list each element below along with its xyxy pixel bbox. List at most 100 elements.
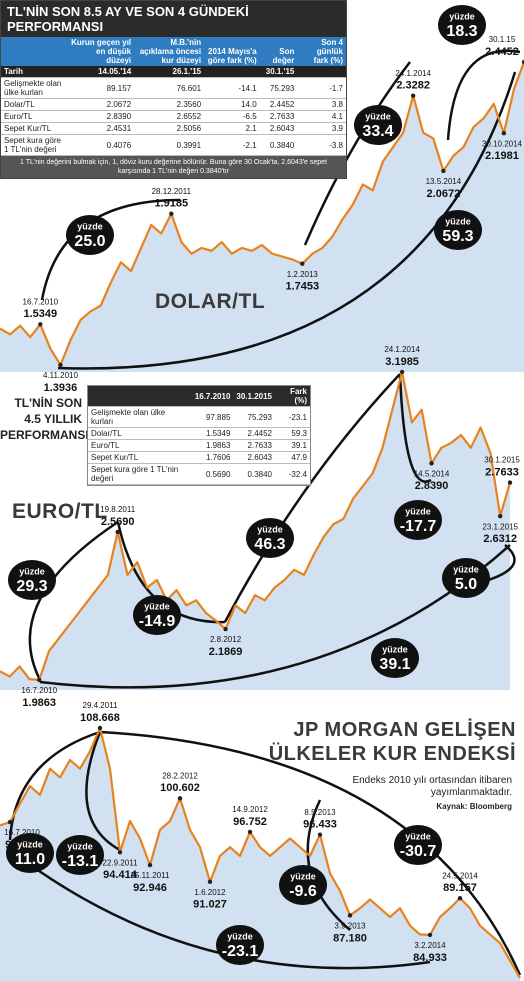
table-body: 16.7.2010 30.1.2015 Fark (%) Gelişmekte ola… <box>88 386 310 485</box>
cell: 16.7.2010 <box>191 386 234 407</box>
point <box>507 480 513 485</box>
date-label: 24.1.2014 <box>395 69 431 78</box>
point <box>169 211 174 216</box>
change-bubble <box>8 560 56 600</box>
cell: 2.6043 <box>233 451 275 464</box>
cell: 0.3991 <box>134 134 205 156</box>
table2-title: TL'NİN SON 4.5 YILLIK PERFORMANSI <box>0 396 89 442</box>
table-body: Kurun geçen yıl en düşük düzeyi M.B.'nin … <box>1 37 346 156</box>
cell: 2.1 <box>204 122 260 135</box>
change-word: yüzde <box>19 566 45 576</box>
line <box>0 370 512 682</box>
arc <box>57 71 517 370</box>
value-label: 94.414 <box>103 869 138 881</box>
cell: 1.9863 <box>191 439 234 452</box>
cell: 2.5056 <box>134 122 205 135</box>
change-word: yüzde <box>257 524 283 534</box>
date-label: 23.1.2015 <box>482 522 518 531</box>
cell: 26.1.'15 <box>134 66 205 78</box>
arc <box>446 49 521 141</box>
date-label: 13.5.2014 <box>426 177 462 186</box>
cell: Dolar/TL <box>1 98 69 111</box>
point <box>7 819 13 825</box>
cell: 2.7633 <box>233 439 275 452</box>
cell: -32.4 <box>275 463 310 485</box>
cell: 2.4531 <box>68 122 135 135</box>
change-value: 25.0 <box>74 233 105 250</box>
change-value: 5.0 <box>455 576 477 593</box>
change-value: -17.7 <box>400 518 437 535</box>
cell: Euro/TL <box>1 110 69 123</box>
row: Dolar/TL 1.5349 2.4452 59.3 <box>88 427 310 440</box>
date-label: 29.4.2011 <box>83 701 119 710</box>
cell: Gelişmekte olan ülke kurları <box>88 406 192 428</box>
value-label: 91.027 <box>193 899 227 911</box>
change-word: yüzde <box>405 831 431 841</box>
cell: Sepet Kur/TL <box>88 451 192 464</box>
chart-title: DOLAR/TL <box>155 290 266 313</box>
change-value: 29.3 <box>16 578 47 595</box>
cell: Gelişmekte olan ülke kurları <box>1 77 69 99</box>
cell: 1.5349 <box>191 427 234 440</box>
date-label: 16.7.2010 <box>4 828 40 837</box>
change-bubble <box>394 500 442 540</box>
value-label: 2.6312 <box>483 533 517 545</box>
date-label: 14.9.2012 <box>232 805 268 814</box>
cell: Son 4 günlük fark (%) <box>297 37 346 66</box>
date-row: Tarih 14.05.'14 26.1.'15 30.1.'15 <box>1 66 346 78</box>
row: Euro/TL 2.8390 2.6552 -6.5 2.7633 4.1 <box>1 110 346 123</box>
point <box>457 895 463 901</box>
arc <box>303 61 411 246</box>
cell: 2.4452 <box>233 427 275 440</box>
cell: -14.1 <box>204 77 260 99</box>
row: Gelişmekte olan ülke kurları 97.885 75.293… <box>88 406 310 428</box>
cell: 75.293 <box>259 77 298 99</box>
value-label: 96.752 <box>233 816 267 828</box>
table-mid: 16.7.2010 30.1.2015 Fark (%) Gelişmekte ola… <box>87 385 311 486</box>
point <box>497 513 503 519</box>
change-value: 59.3 <box>442 228 473 245</box>
cell: Tarih <box>1 66 69 78</box>
date-label: 2.8.2012 <box>210 635 242 644</box>
source: Kaynak: Bloomberg <box>436 802 512 811</box>
date-label: 30.1.2015 <box>484 456 520 465</box>
change-bubble <box>371 638 419 678</box>
date-label: 3.9.2013 <box>334 921 366 930</box>
cell: Kurun geçen yıl en düşük düzeyi <box>68 37 135 66</box>
change-word: yüzde <box>144 601 170 611</box>
date-label: 28.12.2011 <box>152 187 192 196</box>
value-label: 2.4452 <box>485 46 519 58</box>
change-value: -30.7 <box>400 843 437 860</box>
value-label: 87.180 <box>333 932 367 944</box>
change-word: yüzde <box>365 111 391 121</box>
cell: 2014 Mayıs'a göre fark (%) <box>204 37 260 66</box>
change-bubble <box>246 518 294 558</box>
point <box>429 461 434 466</box>
header-row: 16.7.2010 30.1.2015 Fark (%) <box>88 386 310 407</box>
table: 16.7.2010 30.1.2015 Fark (%) Gelişmekte ola… <box>88 386 310 485</box>
cell: 59.3 <box>275 427 310 440</box>
cell: M.B.'nin açıklama öncesi kur düzeyi <box>134 37 205 66</box>
change-word: yüzde <box>77 221 103 231</box>
arc <box>28 520 119 681</box>
value-label: 1.9185 <box>154 198 188 210</box>
cell: 14.05.'14 <box>68 66 135 78</box>
value-label: 2.5690 <box>101 516 135 528</box>
cell: Dolar/TL <box>88 427 192 440</box>
cell: 0.3840 <box>233 463 275 485</box>
change-word: yüzde <box>449 11 475 21</box>
date-label: 4.11.2010 <box>43 371 79 380</box>
line <box>0 726 521 979</box>
point <box>115 529 120 535</box>
table-title: TL'NİN SON 8.5 AY VE SON 4 GÜNDEKİ PERFO… <box>1 1 346 37</box>
table: Kurun geçen yıl en düşük düzeyi M.B.'nin … <box>1 37 346 156</box>
change-word: yüzde <box>290 871 316 881</box>
change-bubble <box>279 865 327 905</box>
change-value: -13.1 <box>62 853 99 870</box>
point <box>317 832 323 837</box>
value-label: 100.602 <box>160 782 200 794</box>
chart-subtitle: Endeks 2010 yılı ortasından itibaren yay… <box>352 775 512 798</box>
arc <box>9 849 431 970</box>
value-label: 1.3936 <box>44 382 78 394</box>
